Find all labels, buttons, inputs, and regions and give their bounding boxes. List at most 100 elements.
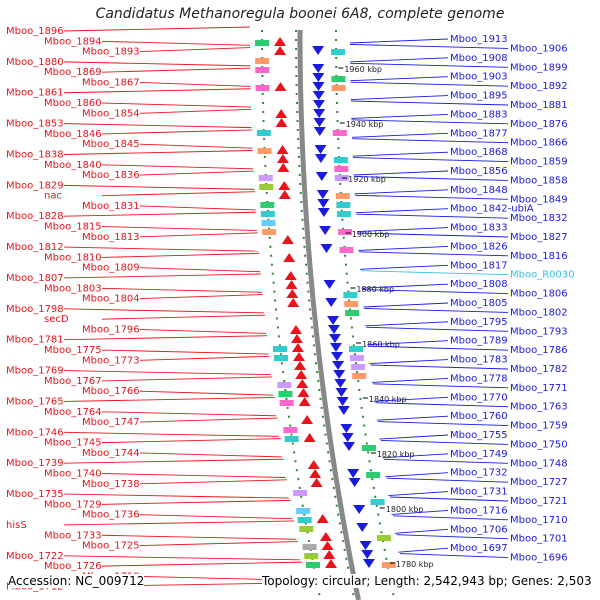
left-gene-label: Mboo_1860 (44, 98, 102, 109)
left-gene-label: Mboo_1733 (44, 530, 102, 541)
feature-block (370, 499, 385, 505)
scale-tick-label: 1940 kbp (346, 120, 384, 129)
forward-gene-arrow (361, 550, 374, 559)
feature-block (332, 130, 347, 136)
left-gene-label: Mboo_1781 (6, 335, 64, 346)
left-gene-label: Mboo_1725 (82, 541, 140, 552)
left-label-leader (101, 314, 266, 320)
left-label-leader (63, 493, 289, 499)
left-label-leader (63, 246, 259, 252)
right-gene-label: Mboo_1895 (450, 91, 508, 102)
right-label-leader (380, 439, 509, 445)
feature-block (278, 391, 293, 397)
right-label-leader (375, 402, 509, 408)
feature-block (257, 148, 272, 154)
right-gene-label: Mboo_1868 (450, 147, 508, 158)
right-gene-label: Mboo_1783 (450, 355, 508, 366)
reverse-gene-arrow (309, 469, 322, 478)
right-gene-label: Mboo_1706 (450, 524, 508, 535)
left-label-leader (63, 458, 284, 464)
right-gene-label: Mboo_1859 (510, 157, 568, 168)
right-gene-label: Mboo_1817 (450, 260, 508, 271)
forward-gene-arrow (327, 325, 340, 334)
left-label-leader (63, 273, 262, 279)
forward-gene-arrow (348, 478, 361, 487)
reverse-gene-arrow (295, 370, 308, 379)
reverse-gene-arrow (293, 352, 306, 361)
right-label-leader (361, 283, 449, 289)
forward-gene-arrow (312, 73, 325, 82)
accession-label: Accession: NC_009712 (8, 574, 145, 588)
left-gene-label: Mboo_1764 (44, 407, 102, 418)
feature-block (348, 346, 363, 352)
left-gene-label: Mboo_1775 (44, 345, 102, 356)
right-gene-label: Mboo_1849 (510, 194, 568, 205)
left-gene-label: Mboo_1815 (44, 222, 102, 233)
right-gene-label: Mboo_1833 (450, 223, 508, 234)
left-gene-label: Mboo_1836 (82, 170, 140, 181)
left-label-leader (139, 108, 252, 114)
left-label-leader (63, 520, 295, 526)
left-gene-label: Mboo_1804 (82, 294, 140, 305)
left-label-leader (101, 102, 251, 108)
forward-gene-arrow (359, 541, 372, 550)
right-gene-label: Mboo_1876 (510, 119, 568, 130)
feature-block (255, 85, 270, 91)
right-gene-label: Mboo_1716 (450, 505, 508, 516)
forward-gene-arrow (340, 424, 353, 433)
right-label-leader (360, 270, 509, 276)
right-gene-label: Mboo_1806 (510, 289, 568, 300)
right-label-leader (359, 264, 449, 270)
right-label-leader (385, 472, 449, 478)
reverse-gene-arrow (276, 145, 289, 154)
right-label-leader (400, 553, 509, 559)
left-label-leader (101, 191, 255, 197)
left-label-leader (101, 561, 302, 567)
feature-block (335, 193, 350, 199)
right-label-leader (365, 321, 449, 327)
left-label-leader (63, 397, 275, 402)
right-gene-label: Mboo_1770 (450, 392, 508, 403)
left-label-leader (101, 534, 296, 540)
right-label-leader (362, 289, 509, 295)
right-label-leader (386, 477, 509, 483)
reverse-gene-arrow (321, 541, 334, 550)
left-gene-label: Mboo_1803 (44, 283, 102, 294)
inner-left-guide (295, 30, 356, 600)
left-label-leader (101, 252, 260, 258)
right-gene-label: Mboo_1763 (510, 402, 568, 413)
right-gene-label: Mboo_1786 (510, 345, 568, 356)
feature-block (336, 202, 351, 208)
feature-block (279, 400, 294, 406)
right-gene-label: Mboo_1760 (450, 411, 508, 422)
right-label-leader (354, 175, 509, 181)
reverse-gene-arrow (303, 433, 316, 442)
feature-block (366, 472, 381, 478)
reverse-gene-arrow (290, 334, 303, 343)
right-label-leader (355, 208, 449, 214)
left-label-leader (101, 67, 251, 73)
left-gene-label: Mboo_1729 (44, 499, 102, 510)
feature-block (334, 175, 349, 181)
left-gene-label: Mboo_1796 (82, 324, 140, 335)
left-label-leader (63, 555, 300, 561)
forward-gene-arrow (333, 370, 346, 379)
right-gene-label: Mboo_1877 (450, 128, 508, 139)
left-gene-label: Mboo_1798 (6, 304, 64, 315)
feature-block (336, 211, 351, 217)
left-gene-label: Mboo_1747 (82, 417, 140, 428)
reverse-gene-arrow (281, 235, 294, 244)
feature-block (255, 58, 270, 64)
left-gene-label: Mboo_1812 (6, 242, 64, 253)
feature-block (338, 229, 353, 235)
right-label-leader (350, 57, 449, 63)
forward-gene-arrow (325, 298, 338, 307)
left-gene-label: Mboo_1726 (44, 561, 102, 572)
reverse-gene-arrow (291, 343, 304, 352)
left-gene-label: Mboo_1767 (44, 376, 102, 387)
left-gene-label: Mboo_1896 (6, 26, 64, 37)
right-label-leader (378, 421, 509, 427)
right-gene-label: Mboo_1826 (450, 241, 508, 252)
forward-gene-arrow (328, 334, 341, 343)
